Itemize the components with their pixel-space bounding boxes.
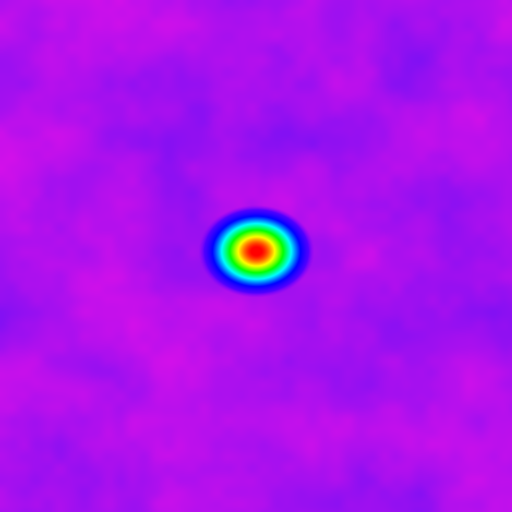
heatmap-figure [0, 0, 512, 512]
heatmap-image [0, 0, 512, 512]
